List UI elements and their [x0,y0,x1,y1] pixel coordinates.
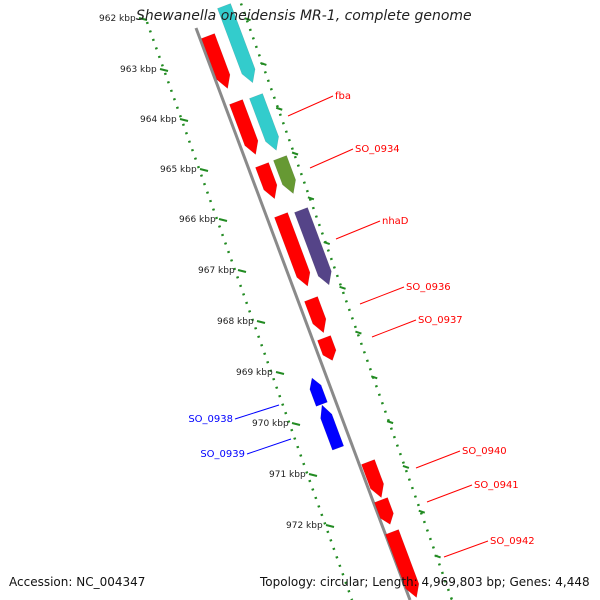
forward-gene-arrow [274,212,311,287]
organism-title: Shewanella oneidensis MR-1, complete gen… [136,8,472,24]
gene-label: SO_0939 [200,449,245,460]
ruler-tick [179,118,189,122]
forward-gene-arrow [201,33,231,89]
gene-label: SO_0940 [462,446,507,457]
ruler-kbp-label: 967 kbp [198,266,235,276]
gene-leader-line [426,484,473,503]
ruler-tick [237,269,247,273]
ruler-kbp-label: 966 kbp [179,215,216,225]
ruler-tick [256,320,266,324]
ruler-kbp-label: 970 kbp [252,419,289,429]
forward-gene-arrow [361,459,384,499]
ruler-tick [418,509,426,514]
ruler-kbp-label: 965 kbp [160,165,197,175]
gene-leader-line [335,220,381,240]
gene-leader-line [415,450,461,469]
ruler-tick [244,17,251,22]
ruler-tick [308,473,318,477]
ruler-tick [370,375,378,380]
ruler-tick [199,168,209,172]
gene-label: SO_0938 [188,414,233,425]
inner-ruler [145,21,354,600]
gene-label: SO_0942 [490,536,535,547]
ruler-tick [138,17,148,21]
gene-label: nhaD [382,216,409,227]
ruler-tick [434,554,441,559]
ruler-kbp-label: 968 kbp [217,317,254,327]
ruler-tick [275,106,283,111]
gene-leader-line [287,95,334,117]
ruler-tick [386,420,394,425]
ruler-tick [355,330,362,335]
forward-gene-arrow [385,529,420,599]
ruler-kbp-label: 969 kbp [236,368,273,378]
purple-feature-arrow [294,207,332,286]
olive-feature-arrow [273,155,296,195]
gene-label: SO_0934 [355,144,400,155]
ruler-kbp-label: 971 kbp [269,470,306,480]
gene-leader-line [443,540,489,558]
ruler-tick [291,151,299,156]
reverse-gene-arrow [309,377,328,407]
gene-label: SO_0936 [406,282,451,293]
forward-gene-arrow [255,162,278,200]
cyan-feature-arrow [217,3,256,84]
ruler-tick [402,464,410,469]
ruler-kbp-label: 964 kbp [140,115,177,125]
ruler-tick [291,422,301,426]
ruler-tick [325,524,335,528]
ruler-tick [260,62,267,66]
ruler-tick [307,196,315,201]
gene-label: SO_0941 [474,480,519,491]
forward-gene-arrow [229,99,259,155]
ruler-tick [159,68,169,72]
reverse-gene-arrow [320,404,345,451]
gene-leader-line [246,438,292,455]
genome-summary: Topology: circular; Length: 4,969,803 bp… [260,575,590,589]
ruler-tick [323,241,331,245]
forward-gene-arrow [374,497,394,525]
ruler-tick [218,218,228,222]
gene-leader-line [359,286,405,305]
gene-label: fba [335,91,351,102]
gene-leader-line [234,404,280,420]
accession-text: Accession: NC_004347 [9,575,146,589]
ruler-kbp-label: 962 kbp [99,14,136,24]
cyan-feature-arrow [249,93,279,151]
ruler-kbp-label: 963 kbp [120,65,157,75]
gene-leader-line [309,148,354,169]
gene-leader-line [371,319,417,338]
ruler-kbp-label: 972 kbp [286,521,323,531]
ruler-tick [275,371,285,375]
forward-gene-arrow [317,335,337,361]
ruler-tick [339,285,346,290]
forward-gene-arrow [304,296,327,334]
gene-label: SO_0937 [418,315,463,326]
genome-backbone [194,27,412,600]
